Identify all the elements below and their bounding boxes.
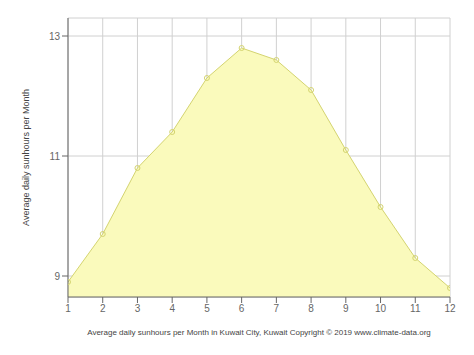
- svg-text:8: 8: [308, 303, 314, 314]
- svg-text:12: 12: [444, 303, 456, 314]
- svg-text:9: 9: [54, 271, 60, 282]
- svg-text:1: 1: [65, 303, 71, 314]
- svg-text:13: 13: [49, 31, 61, 42]
- svg-text:11: 11: [410, 303, 421, 314]
- svg-text:10: 10: [375, 303, 387, 314]
- svg-text:3: 3: [135, 303, 141, 314]
- svg-text:4: 4: [169, 303, 175, 314]
- svg-text:2: 2: [100, 303, 106, 314]
- svg-text:Average daily sunhours per Mon: Average daily sunhours per Month in Kuwa…: [87, 328, 431, 337]
- svg-text:5: 5: [204, 303, 210, 314]
- svg-text:11: 11: [50, 151, 61, 162]
- svg-text:6: 6: [239, 303, 245, 314]
- svg-text:9: 9: [343, 303, 349, 314]
- svg-text:7: 7: [274, 303, 280, 314]
- svg-text:Average daily sunhours per Mon: Average daily sunhours per Month: [21, 89, 31, 226]
